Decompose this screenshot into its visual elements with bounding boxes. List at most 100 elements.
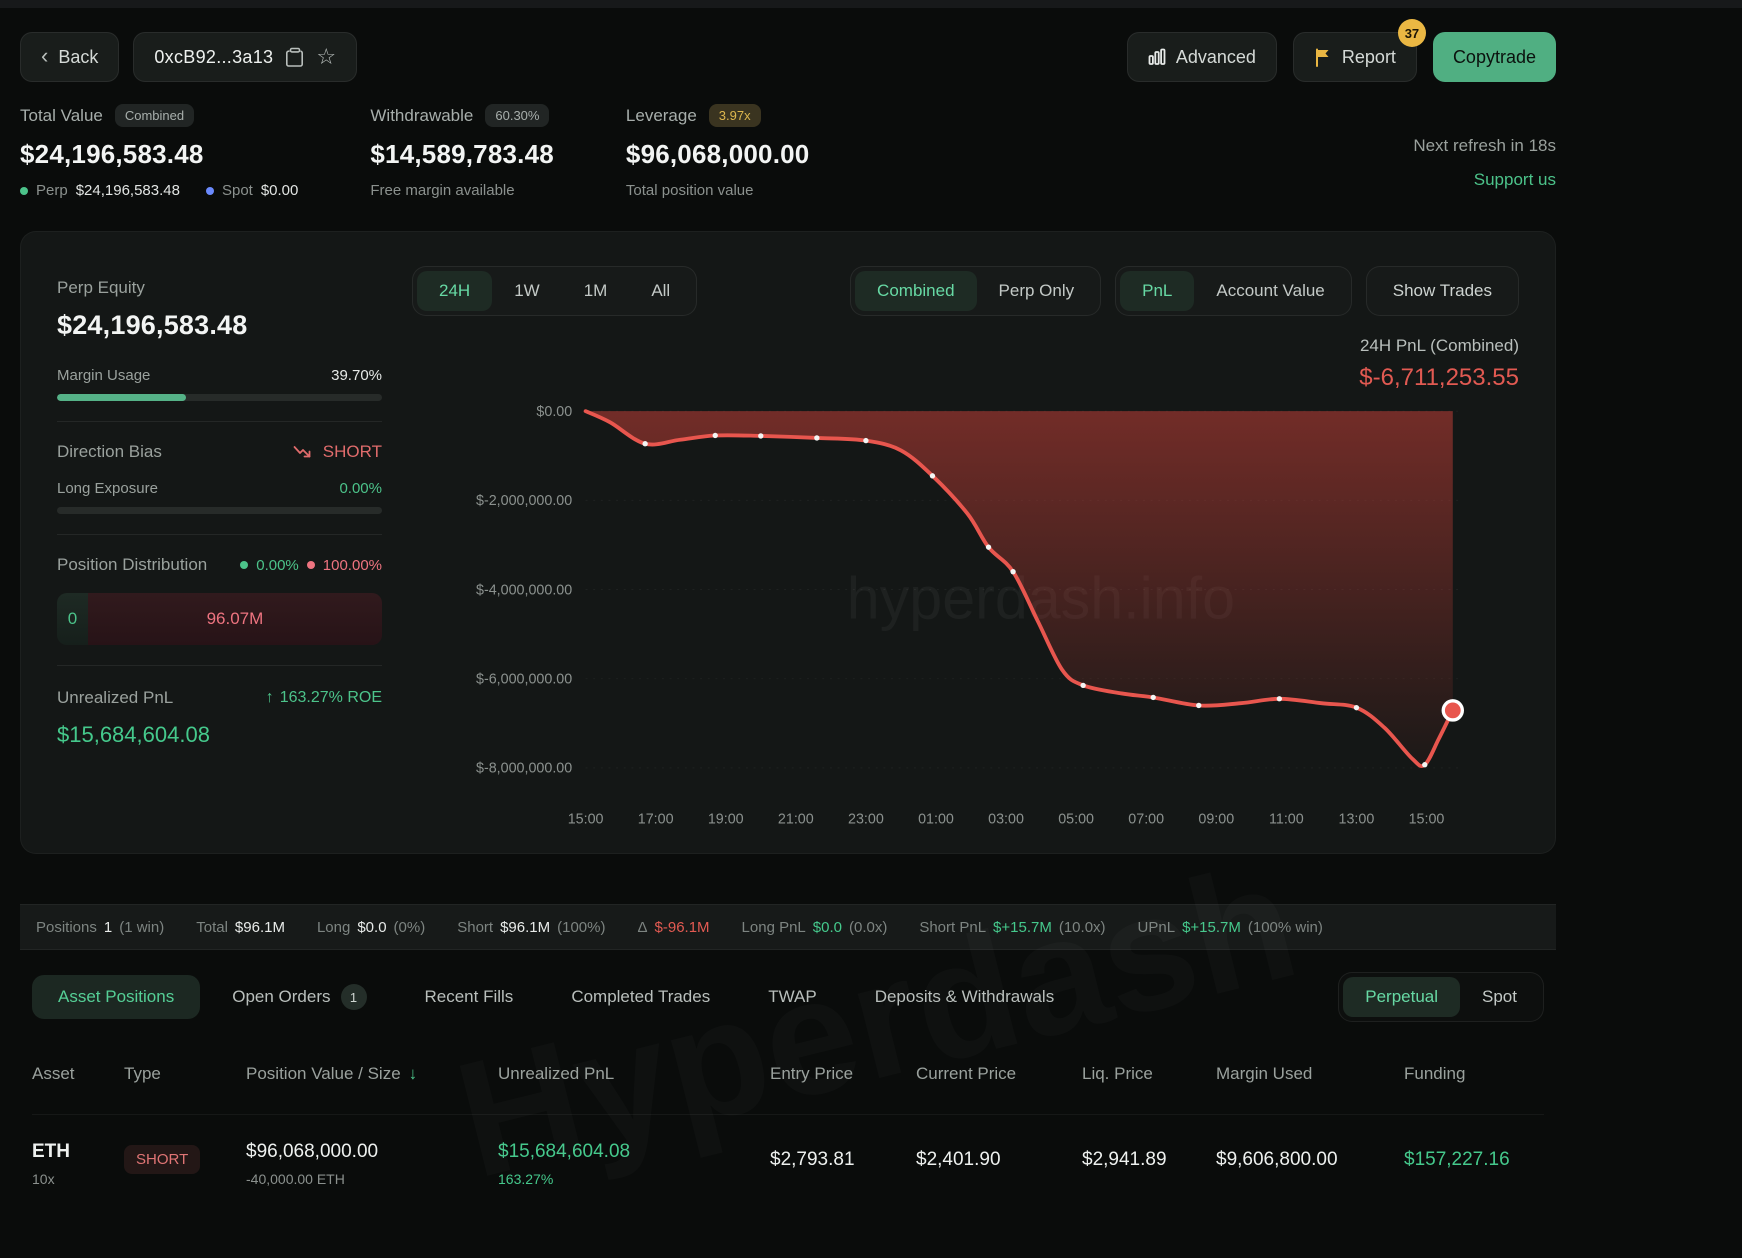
long-exposure-label: Long Exposure: [57, 480, 158, 497]
svg-text:$0.00: $0.00: [536, 404, 572, 420]
summary-long: Long $0.0 (0%): [316, 918, 426, 936]
row-roe: 163.27%: [498, 1171, 554, 1187]
chart-pnl-label: 24H PnL (Combined): [1359, 336, 1519, 355]
col-liq-price[interactable]: Liq. Price: [1082, 1064, 1153, 1083]
svg-text:07:00: 07:00: [1128, 812, 1164, 828]
tab-asset-positions[interactable]: Asset Positions: [32, 975, 201, 1019]
tab-twap[interactable]: TWAP: [768, 987, 817, 1006]
tab-open-orders[interactable]: Open Orders 1: [206, 972, 392, 1022]
account-stats-row: Total Value Combined $24,196,583.48 Perp…: [20, 104, 1556, 199]
metric-account-value-tab[interactable]: Account Value: [1216, 281, 1325, 300]
tab-recent-fills[interactable]: Recent Fills: [424, 987, 514, 1006]
show-trades-button[interactable]: Show Trades: [1365, 266, 1519, 316]
copytrade-button[interactable]: Copytrade: [1432, 32, 1556, 82]
row-current-price: $2,401.90: [916, 1149, 1001, 1170]
perp-equity-value: $24,196,583.48: [57, 310, 248, 340]
withdrawable-pct-badge: 60.30%: [485, 104, 550, 127]
withdrawable-amount: $14,589,783.48: [370, 139, 554, 169]
position-size: -40,000.00 ETH: [246, 1171, 345, 1187]
svg-text:23:00: 23:00: [848, 812, 884, 828]
favorite-star-icon[interactable]: ☆: [316, 44, 337, 69]
sort-desc-icon: ↓: [408, 1064, 418, 1083]
col-type[interactable]: Type: [124, 1064, 161, 1083]
back-button[interactable]: ‹ Back: [20, 32, 120, 82]
row-funding: $157,227.16: [1404, 1149, 1510, 1170]
scope-perp-only-tab[interactable]: Perp Only: [998, 281, 1075, 300]
copy-icon[interactable]: [285, 47, 304, 68]
svg-text:11:00: 11:00: [1269, 812, 1304, 828]
stat-withdrawable: Withdrawable 60.30% $14,589,783.48 Free …: [370, 104, 554, 199]
chart-pnl-value: $-6,711,253.55: [1359, 364, 1519, 391]
bar-chart-icon: [1148, 48, 1166, 66]
support-us-link[interactable]: Support us: [1473, 170, 1556, 189]
leverage-label: Leverage: [625, 105, 697, 125]
col-asset[interactable]: Asset: [32, 1064, 75, 1083]
positions-table: Asset Type Position Value / Size ↓ Unrea…: [32, 1064, 1544, 1187]
svg-text:$-6,000,000.00: $-6,000,000.00: [476, 671, 572, 687]
range-all-tab[interactable]: All: [651, 281, 671, 300]
perp-value: $24,196,583.48: [75, 182, 180, 199]
leverage-sub: Total position value: [625, 182, 754, 199]
advanced-button[interactable]: Advanced: [1126, 32, 1277, 82]
metric-pnl-tab[interactable]: PnL: [1120, 271, 1195, 311]
summary-upnl: UPnL $+15.7M (100% win): [1137, 918, 1323, 936]
metric-toggle-group: PnL Account Value: [1115, 266, 1352, 316]
svg-text:19:00: 19:00: [708, 812, 744, 828]
svg-text:17:00: 17:00: [638, 812, 674, 828]
position-type-badge: SHORT: [124, 1145, 201, 1174]
margin-usage-label: Margin Usage: [57, 367, 151, 384]
total-value-amount: $24,196,583.48: [20, 139, 204, 169]
report-count-badge: 37: [1397, 19, 1426, 47]
report-button[interactable]: Report: [1292, 32, 1417, 82]
range-1m-tab[interactable]: 1M: [583, 281, 608, 300]
perp-dot-icon: [20, 186, 28, 195]
distribution-short-segment: 96.07M: [87, 593, 382, 645]
col-position-value[interactable]: Position Value / Size ↓: [246, 1064, 418, 1083]
unrealized-pnl-value: $15,684,604.08: [57, 722, 210, 747]
tab-deposits-withdrawals[interactable]: Deposits & Withdrawals: [874, 987, 1055, 1006]
margin-usage-value: 39.70%: [331, 367, 382, 384]
row-entry-price: $2,793.81: [770, 1149, 855, 1170]
spot-value: $0.00: [260, 182, 299, 199]
margin-usage-bar: [57, 394, 382, 401]
market-perpetual-tab[interactable]: Perpetual: [1343, 977, 1461, 1017]
portfolio-card: Perp Equity $24,196,583.48 Margin Usage …: [20, 231, 1556, 854]
leverage-amount: $96,068,000.00: [625, 139, 810, 169]
col-unrealized-pnl[interactable]: Unrealized PnL: [498, 1064, 615, 1083]
asset-leverage: 10x: [32, 1171, 55, 1187]
svg-text:09:00: 09:00: [1198, 812, 1234, 828]
col-entry-price[interactable]: Entry Price: [770, 1064, 854, 1083]
asset-symbol: ETH: [32, 1141, 70, 1162]
scope-combined-tab[interactable]: Combined: [855, 271, 977, 311]
market-spot-tab[interactable]: Spot: [1482, 987, 1517, 1006]
flag-icon: [1314, 48, 1332, 67]
table-row-eth[interactable]: ETH 10x SHORT $96,068,000.00 -40,000.00 …: [32, 1114, 1544, 1187]
perp-equity-label: Perp Equity: [57, 278, 145, 297]
svg-text:15:00: 15:00: [1409, 812, 1445, 828]
svg-text:$-2,000,000.00: $-2,000,000.00: [476, 493, 572, 509]
window-top-strip: [0, 0, 1742, 8]
pnl-chart-area: 24H 1W 1M All Combined Perp Only PnL Acc…: [412, 266, 1519, 835]
svg-text:21:00: 21:00: [778, 812, 814, 828]
col-margin-used[interactable]: Margin Used: [1216, 1064, 1313, 1083]
col-funding[interactable]: Funding: [1404, 1064, 1466, 1083]
back-label: Back: [58, 46, 99, 67]
tab-completed-trades[interactable]: Completed Trades: [571, 987, 711, 1006]
dist-long-pct: 0.00%: [256, 556, 299, 574]
short-legend-dot-icon: [306, 561, 315, 569]
row-liq-price: $2,941.89: [1082, 1149, 1167, 1170]
col-current-price[interactable]: Current Price: [916, 1064, 1017, 1083]
position-distribution-section: Position Distribution 0.00% 100.00% 0 96…: [57, 535, 382, 666]
top-bar: ‹ Back 0xcB92...3a13 ☆: [20, 19, 1556, 82]
long-legend-dot-icon: [240, 561, 249, 569]
time-range-group: 24H 1W 1M All: [412, 266, 698, 316]
address-pill[interactable]: 0xcB92...3a13 ☆: [133, 32, 358, 82]
range-1w-tab[interactable]: 1W: [514, 281, 540, 300]
pnl-line-chart[interactable]: $0.00 $-2,000,000.00 $-4,000,000.00 $-6,000…: [412, 394, 1519, 835]
range-24h-tab[interactable]: 24H: [417, 271, 493, 311]
report-label: Report: [1341, 46, 1396, 67]
summary-short-pnl: Short PnL $+15.7M (10.0x): [919, 918, 1106, 936]
chevron-left-icon: ‹: [41, 43, 49, 68]
withdrawable-sub: Free margin available: [370, 182, 515, 199]
direction-bias-section: Direction Bias SHORT Long Exposure 0.0: [57, 422, 382, 535]
